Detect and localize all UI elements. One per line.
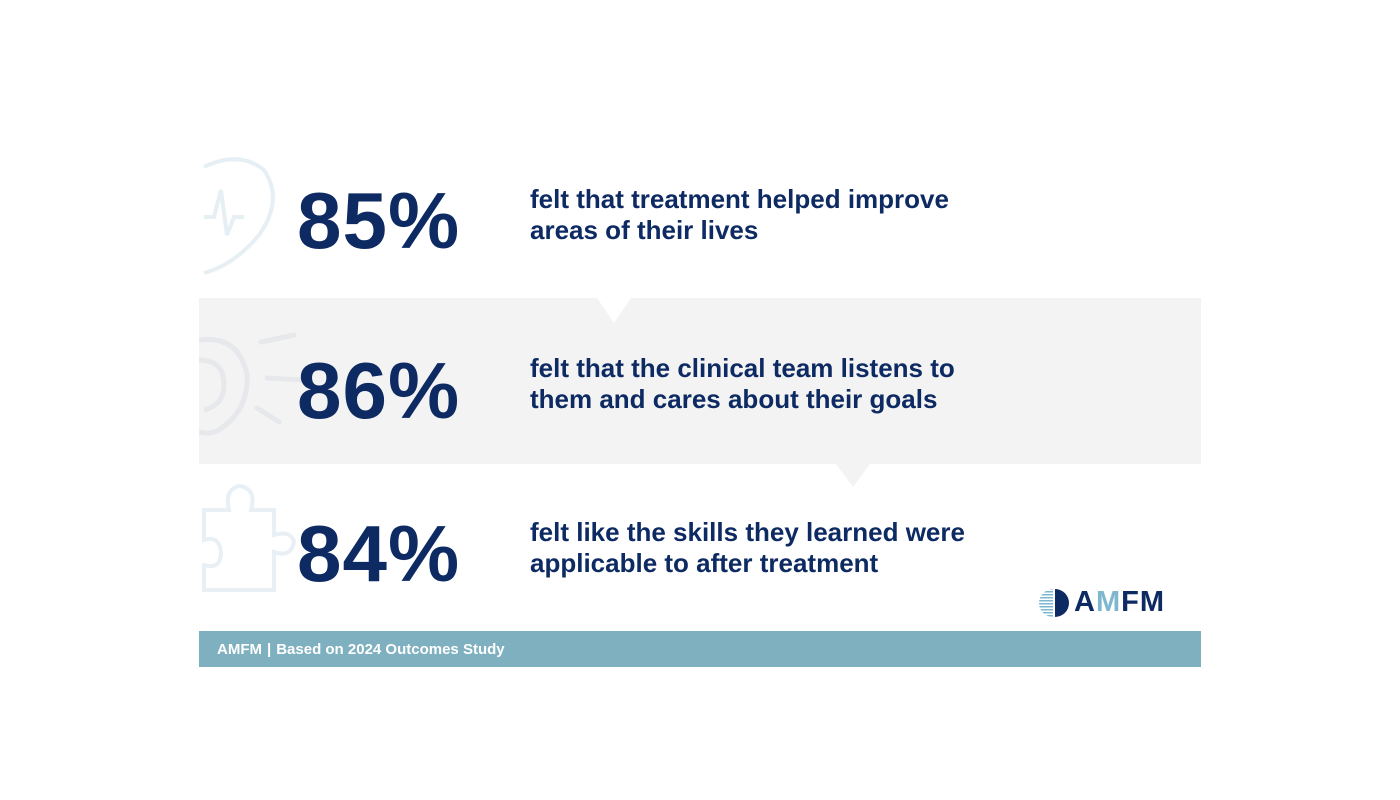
ear-icon <box>199 332 307 436</box>
stat-description-line: areas of their lives <box>530 215 759 245</box>
highlight-band <box>199 298 1201 464</box>
stat-description-line: felt that treatment helped improve <box>530 184 949 214</box>
stat-value: 85% <box>297 176 461 265</box>
stat-description: felt that treatment helped improve areas… <box>530 184 949 246</box>
heart-pulse-icon <box>203 157 275 275</box>
stat-description-line: felt that the clinical team listens to <box>530 353 955 383</box>
stat-row-2: 86% felt that the clinical team listens … <box>199 320 1201 440</box>
amfm-logo: AMFM <box>1036 586 1165 619</box>
band-notch-bottom <box>836 464 870 487</box>
logo-mark-icon <box>1039 588 1069 617</box>
logo-text: AMFM <box>1074 586 1165 618</box>
footer-brand: AMFM <box>217 640 262 658</box>
stat-description-line: felt like the skills they learned were <box>530 517 965 547</box>
stat-description-line: applicable to after treatment <box>530 548 879 578</box>
stat-value: 86% <box>297 346 461 435</box>
footer-separator: | <box>267 640 272 658</box>
puzzle-icon <box>202 483 297 592</box>
footer-bar: AMFM | Based on 2024 Outcomes Study <box>199 631 1201 667</box>
stat-row-3: 84% felt like the skills they learned we… <box>199 480 1201 600</box>
stat-description-line: them and cares about their goals <box>530 384 938 414</box>
band-notch-top <box>597 298 631 323</box>
stat-value: 84% <box>297 509 461 598</box>
stat-description: felt like the skills they learned were a… <box>530 517 965 579</box>
stat-description: felt that the clinical team listens to t… <box>530 353 955 415</box>
footer-source: Based on 2024 Outcomes Study <box>276 640 505 658</box>
stat-row-1: 85% felt that treatment helped improve a… <box>199 150 1201 275</box>
